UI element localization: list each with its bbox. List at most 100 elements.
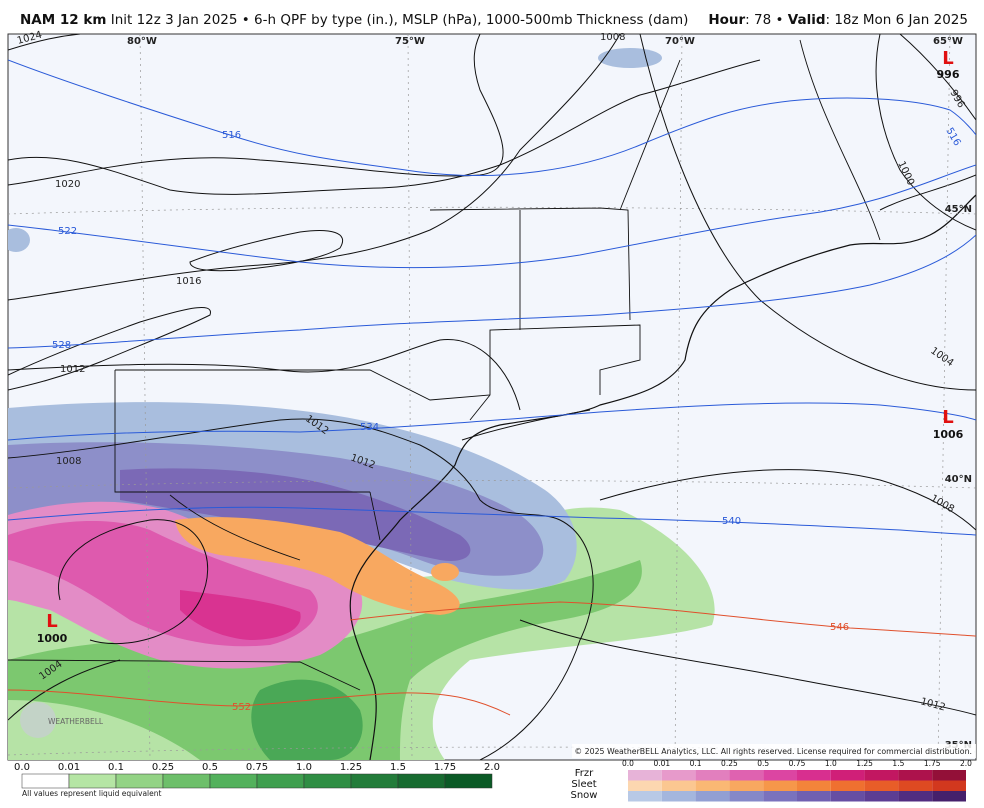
isobar: [8, 339, 521, 411]
rain-swatch: [444, 773, 493, 789]
isobar: [58, 519, 209, 645]
thickness-warm-lines: [8, 601, 976, 716]
ptype-swatch: [898, 770, 933, 781]
description: Init 12z 3 Jan 2025 • 6-h QPF by type (i…: [110, 12, 689, 28]
ptype-tick-label: 0.01: [653, 759, 670, 768]
isobar: [8, 34, 621, 301]
header-right: Hour: 78 • Valid: 18z Mon 6 Jan 2025: [708, 12, 968, 28]
low-pressure: 1000: [37, 632, 68, 645]
thickness-line: [8, 689, 511, 716]
rain-swatch: [397, 773, 446, 789]
logo-mark: [20, 702, 56, 738]
rain-tick-label: 0.1: [108, 762, 124, 773]
sleet: [175, 517, 460, 615]
ptype-swatch: [864, 780, 899, 791]
ptype-tick-label: 0.25: [721, 759, 738, 768]
ptype-swatch: [628, 791, 662, 802]
rain-swatch: [21, 773, 70, 789]
ptype-swatch: [695, 770, 730, 781]
longitude-label: 75°W: [395, 36, 425, 47]
ptype-swatch: [763, 780, 797, 791]
rain-tick-label: 0.75: [246, 762, 268, 773]
low-symbol: L: [46, 611, 57, 632]
ptype-swatch: [763, 770, 797, 781]
rain-tick-label: 2.0: [484, 762, 500, 773]
legend-note: All values represent liquid equivalent: [22, 789, 161, 798]
low-pressure: 996: [937, 68, 960, 81]
isobar-label: 1020: [55, 179, 80, 190]
ptype-swatch: [695, 780, 730, 791]
ptype-swatch: [695, 791, 730, 802]
ptype-tick-label: 0.75: [789, 759, 806, 768]
ptype-swatch: [628, 770, 662, 781]
rain-tick-label: 0.0: [14, 762, 30, 773]
isobar: [8, 659, 121, 721]
thickness-label: 528: [52, 340, 71, 351]
ptype-tick-label: 1.25: [856, 759, 873, 768]
ptype-tick-label: 1.0: [825, 759, 837, 768]
thickness-line: [8, 59, 976, 177]
isobar: [599, 469, 976, 531]
rain-tick-label: 1.75: [434, 762, 456, 773]
ptype-tick-label: 0.5: [757, 759, 769, 768]
ptype-swatch: [661, 770, 696, 781]
meridian: [937, 34, 951, 760]
thickness-line: [8, 234, 976, 349]
ptype-tick-label: 1.5: [892, 759, 904, 768]
ptype-swatch: [830, 791, 865, 802]
ptype-swatch: [729, 791, 764, 802]
ptype-swatch: [932, 791, 966, 802]
thickness-label: 540: [722, 516, 741, 527]
rain-tick-label: 1.5: [390, 762, 406, 773]
isobar: [8, 418, 594, 760]
lake-erie: [8, 307, 211, 391]
ptype-label: Frzr: [575, 768, 594, 779]
low-pressure: 1006: [933, 428, 964, 441]
header-left: NAM 12 km Init 12z 3 Jan 2025 • 6-h QPF …: [20, 12, 688, 28]
ptype-label: Snow: [571, 790, 598, 801]
low-symbol: L: [942, 407, 953, 428]
ptype-swatch: [864, 791, 899, 802]
meridian: [674, 34, 683, 760]
thickness-label: 546: [830, 622, 849, 633]
isobar: [519, 619, 976, 716]
rain-swatch: [256, 773, 305, 789]
thickness-line: [349, 601, 976, 637]
valid-label: Valid: [787, 12, 826, 28]
rain-swatch: [115, 773, 164, 789]
isobar-label: 1012: [60, 364, 85, 375]
ptype-swatch: [729, 780, 764, 791]
ptype-swatch: [797, 780, 831, 791]
isobar-label: 1016: [176, 276, 201, 287]
lake-ontario: [189, 230, 343, 272]
copyright: © 2025 WeatherBELL Analytics, LLC. All r…: [574, 747, 972, 756]
thickness-label: 522: [58, 226, 77, 237]
thickness-label: 534: [360, 422, 379, 433]
hour-label: Hour: [708, 12, 746, 28]
ptype-swatch: [729, 770, 764, 781]
thickness-lines: [8, 59, 976, 536]
ptype-swatch: [932, 770, 966, 781]
copyright-bg: [572, 744, 976, 758]
isobar: [875, 34, 976, 231]
isobar: [8, 34, 81, 51]
isobar: [639, 34, 976, 391]
latitude-label: 40°N: [945, 474, 972, 485]
rain-heavy: [251, 679, 363, 760]
ptype-swatch: [797, 791, 831, 802]
rain-tick-label: 1.0: [296, 762, 312, 773]
freezing-rain-heavy: [180, 590, 301, 640]
ptype-swatch: [898, 791, 933, 802]
ptype-swatch: [661, 780, 696, 791]
meridian: [407, 34, 413, 760]
ptype-tick-label: 0.1: [690, 759, 702, 768]
low-symbol: L: [942, 48, 953, 69]
snow-heavy: [120, 468, 471, 561]
rain-tick-label: 0.25: [152, 762, 174, 773]
isobar-label: 1008: [600, 32, 625, 43]
thickness-label: 552: [232, 702, 251, 713]
ptype-swatch: [932, 780, 966, 791]
thickness-line: [8, 506, 976, 536]
ptype-swatch: [864, 770, 899, 781]
ptype-swatch: [830, 770, 865, 781]
